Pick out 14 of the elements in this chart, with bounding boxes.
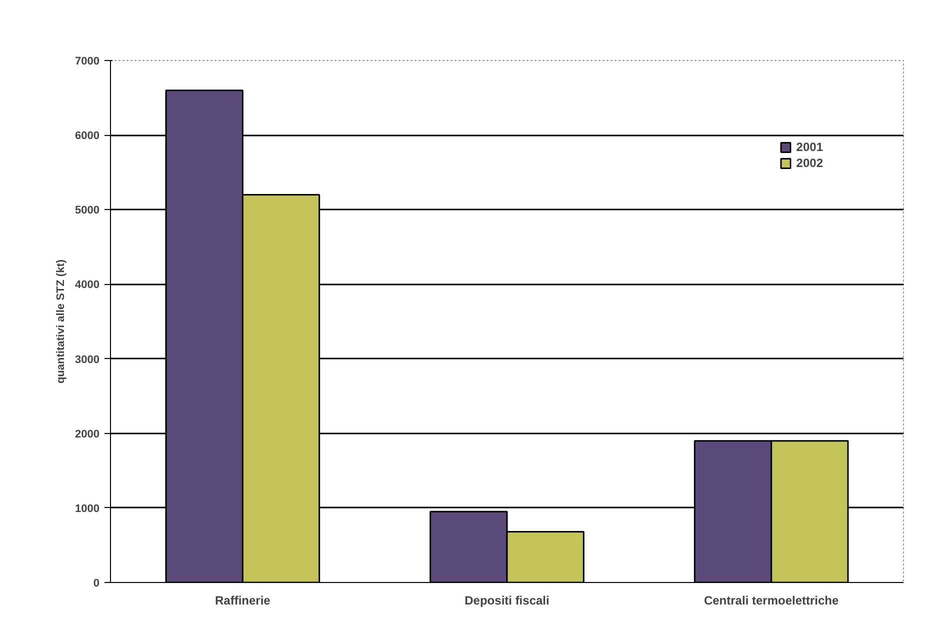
x-tick-label: Depositi fiscali <box>464 594 550 608</box>
legend-label: 2002 <box>796 156 823 170</box>
x-tick-label: Centrali termoelettriche <box>704 594 840 608</box>
y-tick-label: 7000 <box>75 56 100 68</box>
y-tick-label: 3000 <box>75 354 100 366</box>
legend-label: 2001 <box>796 140 823 154</box>
y-tick-label: 1000 <box>75 502 100 515</box>
y-tick-label: 0 <box>93 578 100 590</box>
y-tick-label: 2000 <box>75 428 100 440</box>
y-tick-label: 6000 <box>75 130 100 142</box>
y-axis-title: quantitativi alle STZ (kt) <box>55 259 68 384</box>
y-tick-label: 4000 <box>75 279 100 292</box>
x-tick-label: Raffinerie <box>214 594 271 608</box>
y-tick-label: 5000 <box>75 204 100 217</box>
